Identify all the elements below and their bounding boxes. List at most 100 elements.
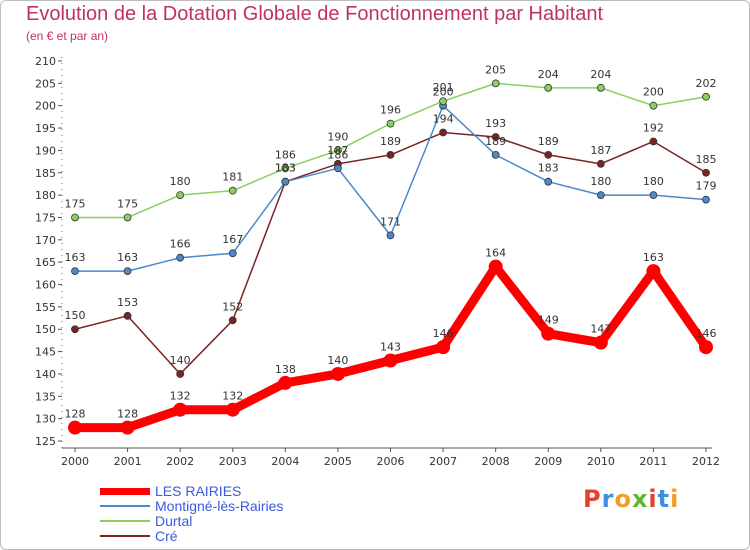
data-point xyxy=(699,340,713,355)
legend-swatch xyxy=(100,535,150,537)
data-label: 166 xyxy=(170,238,191,251)
data-label: 153 xyxy=(117,296,138,309)
data-point xyxy=(649,137,658,146)
data-point xyxy=(491,133,500,141)
data-label: 192 xyxy=(643,121,664,134)
data-label: 189 xyxy=(485,135,506,148)
data-point xyxy=(702,195,710,204)
series-layer xyxy=(68,79,713,435)
data-label: 180 xyxy=(170,175,191,188)
data-point xyxy=(386,150,395,159)
series-durtal xyxy=(71,79,710,222)
x-tick-label: 2006 xyxy=(377,455,405,468)
data-label: 180 xyxy=(590,175,611,188)
logo-letter: t xyxy=(657,485,671,513)
data-label: 146 xyxy=(433,327,454,340)
data-label: 163 xyxy=(65,251,86,264)
data-point xyxy=(176,253,185,262)
data-point xyxy=(541,326,556,341)
logo-letter: x xyxy=(631,485,649,513)
data-point xyxy=(176,370,185,378)
data-label: 204 xyxy=(538,68,559,81)
legend-swatch xyxy=(100,520,150,522)
y-tick-label: 170 xyxy=(35,234,56,247)
data-label: 132 xyxy=(170,390,191,403)
data-label: 186 xyxy=(327,148,348,161)
y-tick-label: 140 xyxy=(35,368,56,381)
data-label: 171 xyxy=(380,215,401,228)
x-tick-label: 2001 xyxy=(114,455,142,468)
legend-label: LES RAIRIES xyxy=(155,483,242,499)
y-tick-label: 175 xyxy=(35,211,56,224)
data-point xyxy=(702,92,710,101)
data-label: 189 xyxy=(380,135,401,148)
data-label: 187 xyxy=(590,144,611,157)
data-point xyxy=(228,186,237,195)
data-label: 193 xyxy=(485,117,506,130)
data-label: 190 xyxy=(327,130,348,143)
series-cr- xyxy=(71,128,710,378)
y-tick-label: 210 xyxy=(35,55,56,68)
data-point xyxy=(436,340,451,355)
data-point xyxy=(383,353,398,368)
data-label: 167 xyxy=(222,233,243,246)
data-point xyxy=(71,213,79,222)
data-point xyxy=(173,402,188,417)
data-point xyxy=(120,420,135,435)
data-point xyxy=(281,164,290,173)
data-point xyxy=(596,191,605,200)
data-point xyxy=(702,168,710,177)
data-label: 147 xyxy=(590,323,611,336)
logo-letter: o xyxy=(614,485,632,513)
legend-label: Cré xyxy=(155,528,178,544)
data-point xyxy=(228,249,237,258)
x-tick-label: 2012 xyxy=(692,455,720,468)
data-label: 187 xyxy=(327,144,348,157)
y-tick-label: 155 xyxy=(35,301,56,314)
data-label: 140 xyxy=(170,354,191,367)
y-tick-label: 130 xyxy=(35,413,56,426)
data-label: 163 xyxy=(643,251,664,264)
data-point xyxy=(71,325,79,334)
series-les-rairies xyxy=(68,259,713,435)
proxiti-logo: Proxiti xyxy=(583,485,679,513)
data-point xyxy=(488,259,503,274)
x-tick-label: 2005 xyxy=(324,455,352,468)
data-label: 181 xyxy=(222,171,243,184)
data-label: 149 xyxy=(538,314,559,327)
data-point xyxy=(491,79,500,88)
data-point xyxy=(386,231,395,240)
data-point xyxy=(596,83,605,92)
data-label: 183 xyxy=(275,162,296,175)
data-label: 204 xyxy=(590,68,611,81)
legend-label: Montigné-lès-Rairies xyxy=(155,498,284,514)
data-label: 185 xyxy=(696,153,717,166)
data-point xyxy=(596,159,605,168)
data-label: 194 xyxy=(433,113,454,126)
logo-letter: i xyxy=(648,485,658,513)
data-point xyxy=(123,311,132,320)
data-labels-layer: 128 128 132 132 138 140 143 146 164 149 147 163 146 1… xyxy=(65,63,717,420)
data-label: 175 xyxy=(117,197,138,210)
x-tick-label: 2008 xyxy=(482,455,510,468)
legend-label: Durtal xyxy=(155,513,193,529)
data-label: 189 xyxy=(538,135,559,148)
y-tick-label: 185 xyxy=(35,167,56,180)
data-point xyxy=(228,316,237,325)
data-point xyxy=(649,191,658,200)
data-point xyxy=(386,119,395,128)
series-montign-l-s-rairies xyxy=(71,101,710,276)
logo-letter: i xyxy=(670,485,680,513)
data-point xyxy=(544,177,553,186)
data-label: 201 xyxy=(433,81,454,94)
y-tick-label: 150 xyxy=(35,323,56,336)
y-tick-label: 200 xyxy=(35,100,56,113)
data-label: 196 xyxy=(380,104,401,117)
chart-subtitle: (en € et par an) xyxy=(26,29,109,43)
y-tick-label: 160 xyxy=(35,279,56,292)
chart-axes: 1251301351401451501551601651701751801851… xyxy=(35,55,720,468)
data-label: 128 xyxy=(65,408,86,421)
data-point xyxy=(646,264,661,279)
y-tick-label: 190 xyxy=(35,144,56,157)
